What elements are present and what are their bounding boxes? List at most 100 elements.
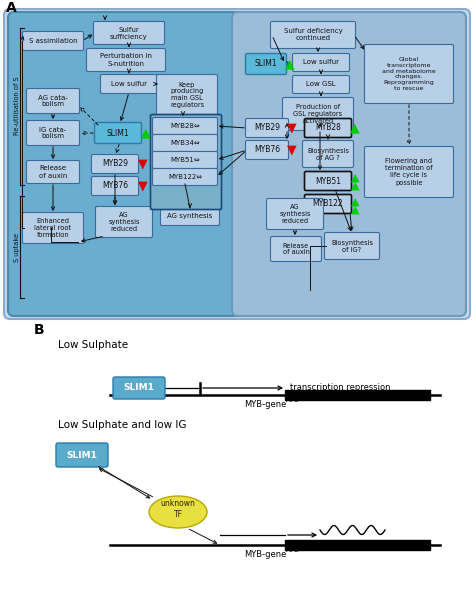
- FancyBboxPatch shape: [161, 206, 219, 226]
- Text: S assimilation: S assimilation: [29, 38, 77, 44]
- FancyBboxPatch shape: [232, 12, 466, 316]
- Text: IG cata-
bolism: IG cata- bolism: [39, 126, 67, 140]
- FancyBboxPatch shape: [266, 199, 323, 229]
- Text: ▲: ▲: [285, 58, 295, 70]
- Text: transcription repression: transcription repression: [290, 383, 391, 393]
- Text: Low sulfur: Low sulfur: [111, 81, 147, 87]
- Text: A: A: [6, 1, 17, 15]
- FancyBboxPatch shape: [4, 9, 470, 319]
- Text: unknown
TF: unknown TF: [161, 499, 195, 519]
- FancyBboxPatch shape: [304, 119, 352, 137]
- FancyBboxPatch shape: [271, 237, 321, 261]
- Text: Sulfur
sufficiency: Sulfur sufficiency: [110, 26, 148, 40]
- Text: SLIM1: SLIM1: [107, 128, 129, 137]
- Text: MYB28: MYB28: [315, 123, 341, 132]
- Text: MYB122⇔: MYB122⇔: [168, 174, 202, 180]
- FancyBboxPatch shape: [100, 75, 157, 93]
- Text: Low Sulphate: Low Sulphate: [58, 340, 128, 350]
- Text: Keep
producing
main GSL
regulators: Keep producing main GSL regulators: [170, 81, 204, 108]
- Text: ▼: ▼: [287, 143, 297, 157]
- Text: ▲: ▲: [350, 122, 360, 134]
- FancyBboxPatch shape: [156, 75, 218, 116]
- Text: Re-utilisation of S: Re-utilisation of S: [14, 76, 20, 135]
- FancyBboxPatch shape: [283, 98, 354, 131]
- FancyBboxPatch shape: [22, 213, 83, 243]
- FancyBboxPatch shape: [153, 117, 218, 134]
- Text: MYB76: MYB76: [102, 181, 128, 190]
- FancyBboxPatch shape: [93, 22, 164, 45]
- Text: SLIM1: SLIM1: [124, 383, 155, 393]
- Text: S uptake: S uptake: [14, 232, 20, 261]
- Text: Biosynthesis
of IG?: Biosynthesis of IG?: [331, 240, 373, 252]
- Text: ATG: ATG: [286, 547, 300, 553]
- FancyBboxPatch shape: [365, 146, 454, 197]
- FancyBboxPatch shape: [302, 140, 354, 167]
- FancyBboxPatch shape: [153, 134, 218, 152]
- Text: MYB29: MYB29: [102, 160, 128, 169]
- Text: ▼: ▼: [138, 158, 148, 170]
- Text: ▼: ▼: [138, 179, 148, 193]
- Text: Low sulfur: Low sulfur: [303, 60, 339, 66]
- Text: B: B: [34, 323, 45, 337]
- Text: ▲: ▲: [141, 126, 151, 140]
- Text: ▲: ▲: [351, 181, 359, 191]
- FancyBboxPatch shape: [246, 140, 289, 160]
- FancyBboxPatch shape: [27, 120, 80, 146]
- Text: Low GSL: Low GSL: [306, 81, 336, 87]
- FancyBboxPatch shape: [151, 114, 221, 209]
- Text: Release
of auxin: Release of auxin: [283, 243, 310, 255]
- Text: Release
of auxin: Release of auxin: [39, 166, 67, 179]
- Text: MYB28⇔: MYB28⇔: [170, 123, 200, 129]
- FancyBboxPatch shape: [365, 45, 454, 104]
- Text: ▲: ▲: [351, 205, 359, 215]
- Text: Low Sulphate and low IG: Low Sulphate and low IG: [58, 420, 186, 430]
- FancyBboxPatch shape: [113, 377, 165, 399]
- FancyBboxPatch shape: [94, 122, 142, 143]
- FancyBboxPatch shape: [271, 22, 356, 49]
- Text: AG
synthesis
reduced: AG synthesis reduced: [279, 204, 311, 224]
- Text: Sulfur deficiency
continued: Sulfur deficiency continued: [283, 28, 342, 42]
- Text: ▲: ▲: [351, 197, 359, 207]
- Text: MYB51: MYB51: [315, 176, 341, 185]
- FancyBboxPatch shape: [86, 49, 165, 72]
- FancyBboxPatch shape: [304, 172, 352, 190]
- Text: AG
synthesis
reduced: AG synthesis reduced: [108, 212, 140, 232]
- FancyBboxPatch shape: [27, 161, 80, 184]
- Text: Enhanced
lateral root
formation: Enhanced lateral root formation: [35, 218, 72, 238]
- Text: Perturbation in
S-nutrition: Perturbation in S-nutrition: [100, 54, 152, 66]
- FancyBboxPatch shape: [8, 12, 240, 316]
- Text: MYB34⇔: MYB34⇔: [170, 140, 200, 146]
- Text: SLIM1: SLIM1: [66, 450, 98, 459]
- Text: AG synthesis: AG synthesis: [167, 213, 213, 219]
- FancyBboxPatch shape: [91, 155, 138, 173]
- FancyBboxPatch shape: [56, 443, 108, 467]
- Text: Global
transcriptome
and metabolome
changes.
Reprogramming
to rescue: Global transcriptome and metabolome chan…: [382, 57, 436, 91]
- FancyBboxPatch shape: [325, 232, 380, 259]
- FancyBboxPatch shape: [246, 119, 289, 137]
- Text: Flowering and
termination of
life cycle is
possible: Flowering and termination of life cycle …: [385, 158, 433, 185]
- FancyBboxPatch shape: [91, 176, 138, 196]
- FancyBboxPatch shape: [22, 31, 83, 51]
- Text: MYB122: MYB122: [313, 199, 343, 208]
- FancyBboxPatch shape: [292, 54, 349, 72]
- Text: MYB29: MYB29: [254, 123, 280, 132]
- Text: mRNA: mRNA: [339, 540, 361, 546]
- Text: ATG: ATG: [286, 397, 300, 403]
- Text: AG cata-
bolism: AG cata- bolism: [38, 95, 68, 108]
- FancyBboxPatch shape: [153, 152, 218, 169]
- FancyBboxPatch shape: [153, 169, 218, 185]
- FancyBboxPatch shape: [27, 88, 80, 114]
- Ellipse shape: [149, 496, 207, 528]
- FancyBboxPatch shape: [246, 54, 286, 75]
- Text: MYB-gene: MYB-gene: [244, 400, 286, 409]
- FancyBboxPatch shape: [95, 206, 153, 238]
- Text: MYB51⇔: MYB51⇔: [170, 157, 200, 163]
- Text: ▼: ▼: [287, 122, 297, 134]
- FancyBboxPatch shape: [304, 194, 352, 214]
- Text: ▲: ▲: [351, 173, 359, 183]
- Text: Biosynthesis
of AG ?: Biosynthesis of AG ?: [307, 147, 349, 161]
- Text: Production of
GSL regulators
activated: Production of GSL regulators activated: [293, 104, 343, 124]
- Text: MYB-gene: MYB-gene: [244, 550, 286, 559]
- Text: SLIM1: SLIM1: [255, 60, 277, 69]
- Text: MYB76: MYB76: [254, 146, 280, 155]
